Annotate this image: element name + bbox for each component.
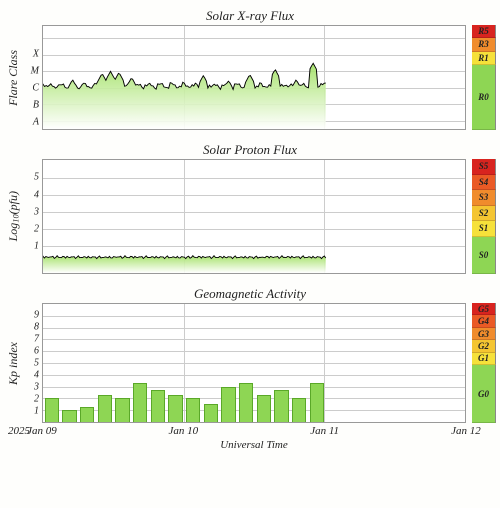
scale-band: S0 xyxy=(472,237,496,274)
severity-scale-s: S5S4S3S2S1S0 xyxy=(472,159,496,274)
x-axis: 2025 Jan 09Jan 10Jan 11Jan 12 Universal … xyxy=(42,425,466,453)
x-tick: Jan 09 xyxy=(27,425,57,437)
panel-kp: Geomagnetic Activity Kp index 123456789 … xyxy=(4,286,496,423)
scale-band: G4 xyxy=(472,315,496,327)
kp-bar xyxy=(274,390,288,422)
x-tick: Jan 10 xyxy=(169,425,199,437)
scale-band: R0 xyxy=(472,65,496,130)
x-tick: Jan 11 xyxy=(310,425,339,437)
kp-bar xyxy=(310,383,324,422)
scale-band: G1 xyxy=(472,353,496,365)
kp-bar xyxy=(204,404,218,422)
scale-band: S2 xyxy=(472,206,496,222)
kp-bar xyxy=(239,383,253,422)
kp-bar xyxy=(186,398,200,422)
plot-area-proton xyxy=(42,159,466,274)
kp-bar xyxy=(80,407,94,422)
x-tick: Jan 12 xyxy=(451,425,481,437)
kp-bar xyxy=(221,387,235,422)
y-ticks: 123456789 xyxy=(22,303,42,423)
scale-band: G0 xyxy=(472,365,496,423)
kp-bar xyxy=(168,395,182,422)
panel-xray: Solar X-ray Flux Flare Class ABCMX R5R3R… xyxy=(4,8,496,130)
y-axis-label: Kp index xyxy=(4,303,22,423)
y-axis-label: Log10(pfu) xyxy=(4,159,22,274)
x-axis-label: Universal Time xyxy=(42,439,466,451)
plot-area-xray xyxy=(42,25,466,130)
kp-bar xyxy=(292,398,306,422)
kp-bar xyxy=(257,395,271,422)
kp-bar xyxy=(133,383,147,422)
y-axis-label: Flare Class xyxy=(4,25,22,130)
severity-scale-g: G5G4G3G2G1G0 xyxy=(472,303,496,423)
scale-band: R3 xyxy=(472,38,496,51)
panel-title: Solar X-ray Flux xyxy=(4,8,496,24)
scale-band: G3 xyxy=(472,328,496,340)
panel-title: Geomagnetic Activity xyxy=(4,286,496,302)
y-ticks: 12345 xyxy=(22,159,42,274)
scale-band: S4 xyxy=(472,175,496,191)
plot-area-kp xyxy=(42,303,466,423)
kp-bar xyxy=(98,395,112,422)
scale-band: S3 xyxy=(472,190,496,206)
severity-scale-r: R5R3R1R0 xyxy=(472,25,496,130)
scale-band: G2 xyxy=(472,340,496,352)
kp-bar xyxy=(45,398,59,422)
y-ticks: ABCMX xyxy=(22,25,42,130)
panel-proton: Solar Proton Flux Log10(pfu) 12345 S5S4S… xyxy=(4,142,496,274)
scale-band: S5 xyxy=(472,159,496,175)
kp-bar xyxy=(62,410,76,422)
scale-band: R5 xyxy=(472,25,496,38)
kp-bar xyxy=(151,390,165,422)
scale-band: G5 xyxy=(472,303,496,315)
scale-band: R1 xyxy=(472,52,496,65)
panel-title: Solar Proton Flux xyxy=(4,142,496,158)
scale-band: S1 xyxy=(472,221,496,237)
kp-bar xyxy=(115,398,129,422)
